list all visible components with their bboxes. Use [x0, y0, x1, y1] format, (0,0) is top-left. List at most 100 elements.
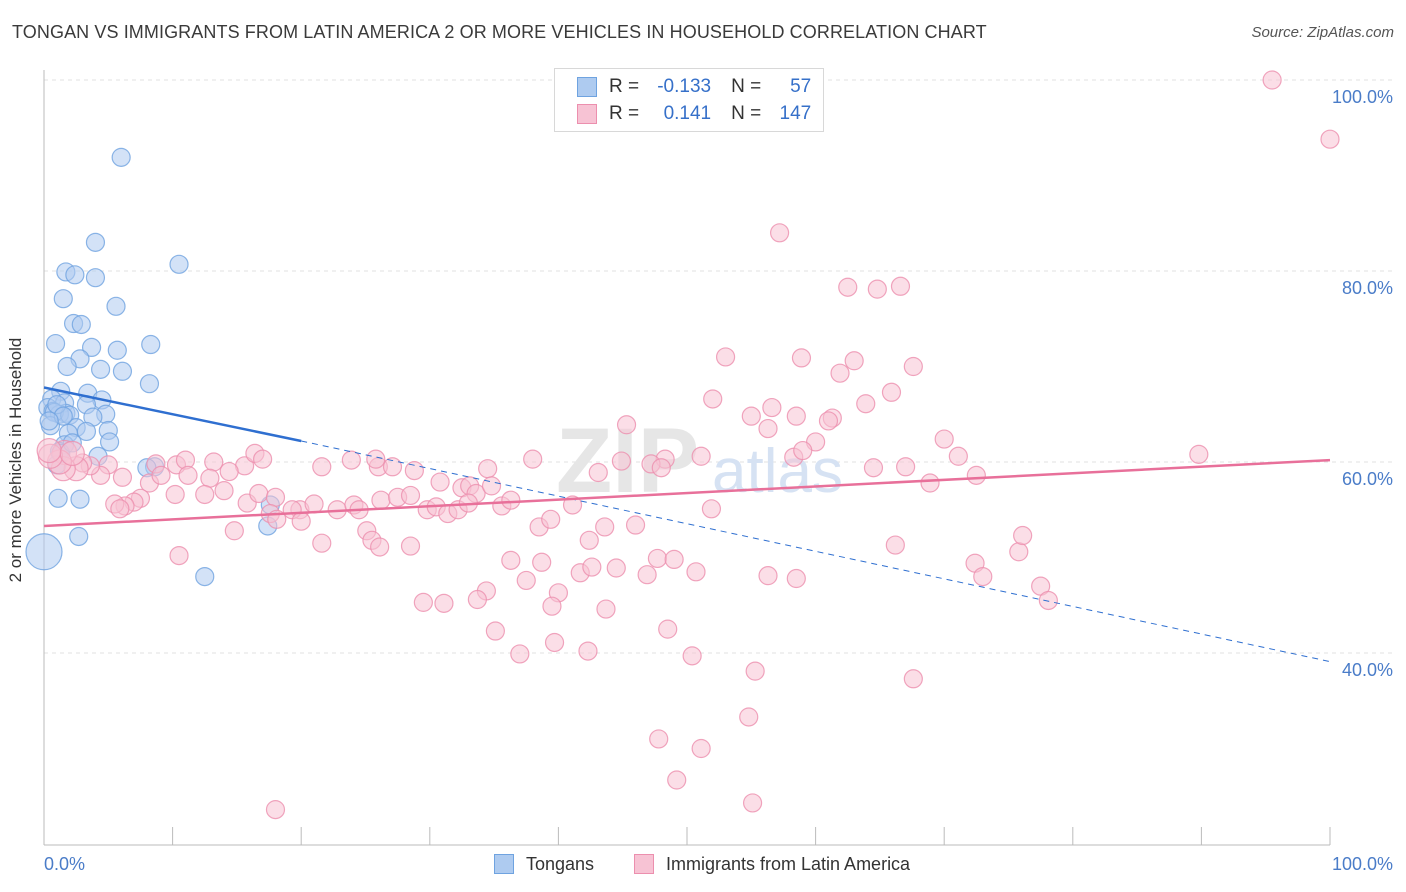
- latin-america-point: [739, 707, 759, 727]
- latin-america-point: [920, 473, 940, 493]
- latin-america-point: [863, 458, 884, 478]
- latin-america-point: [758, 418, 778, 439]
- tongans-point: [81, 337, 102, 357]
- latin-america-point: [578, 641, 598, 661]
- latin-america-point: [658, 619, 678, 639]
- latin-america-point: [616, 415, 637, 435]
- tongans-point: [39, 411, 59, 431]
- bottom-legend-swatch-pink: [634, 854, 654, 874]
- tongans-point: [169, 254, 189, 274]
- latin-america-point: [204, 452, 224, 472]
- latin-america-point: [691, 446, 711, 466]
- latin-america-point: [686, 562, 706, 582]
- tongans-point: [76, 421, 97, 442]
- latin-america-point: [890, 276, 911, 296]
- legend-n-value: 57: [790, 76, 812, 97]
- latin-america-point: [769, 223, 790, 243]
- tongans-point: [57, 356, 77, 377]
- legend-n-value: 147: [779, 103, 812, 124]
- tongans-point: [90, 359, 111, 379]
- tongans-point: [195, 566, 215, 587]
- latin-america-point: [341, 450, 361, 470]
- latin-america-point: [112, 467, 133, 487]
- latin-america-point: [793, 440, 813, 461]
- latin-america-point: [430, 472, 450, 492]
- latin-america-point: [903, 669, 923, 689]
- bottom-legend-label: Immigrants from Latin America: [666, 853, 911, 874]
- tongans-point: [85, 268, 106, 288]
- latin-america-point: [701, 499, 722, 519]
- latin-america-point: [579, 530, 599, 550]
- legend-r-value: 0.141: [663, 103, 712, 124]
- latin-america-point: [606, 558, 626, 578]
- latin-america-point: [903, 356, 923, 377]
- latin-america-point: [219, 461, 239, 482]
- legend-row-tongans: R = -0.133 N = 57: [577, 74, 811, 100]
- latin-america-point: [478, 459, 498, 479]
- latin-america-point: [791, 348, 812, 368]
- latin-america-point: [541, 509, 561, 529]
- latin-america-point: [165, 484, 185, 505]
- tongans-point: [107, 340, 127, 360]
- latin-america-point: [885, 535, 905, 555]
- latin-america-point: [304, 494, 324, 514]
- latin-america-point: [1189, 444, 1209, 464]
- latin-america-point: [542, 596, 562, 616]
- bottom-legend-latin-america: Immigrants from Latin America: [634, 852, 910, 876]
- y-axis-label: 2 or more Vehicles in Household: [6, 337, 25, 583]
- latin-america-point: [481, 476, 502, 496]
- latin-america-point: [691, 738, 711, 759]
- latin-america-point: [966, 465, 986, 485]
- latin-america-point: [741, 406, 761, 426]
- latin-america-point: [400, 536, 421, 556]
- latin-america-point: [682, 646, 702, 666]
- latin-america-point: [745, 661, 765, 681]
- legend-n-label: N =: [731, 76, 762, 97]
- tongans-point: [25, 533, 63, 571]
- y-tick-label: 40.0%: [1342, 660, 1393, 680]
- latin-america-point: [195, 484, 215, 505]
- legend-r-label: R =: [609, 76, 640, 97]
- latin-america-point: [265, 800, 286, 820]
- latin-america-point: [1262, 70, 1282, 90]
- tongans-point: [45, 333, 66, 354]
- latin-america-point: [1013, 525, 1033, 546]
- latin-america-point: [715, 347, 736, 367]
- latin-america-point: [611, 451, 632, 471]
- tongans-point: [71, 314, 91, 335]
- latin-america-point: [371, 490, 391, 510]
- latin-america-point: [562, 495, 583, 515]
- latin-america-point: [485, 621, 505, 641]
- tongans-point: [112, 361, 133, 381]
- latin-america-point: [844, 351, 864, 371]
- tongans-trend-line: [43, 386, 302, 443]
- latin-america-point: [151, 465, 171, 485]
- bottom-legend-swatch-blue: [494, 854, 514, 874]
- latin-america-point: [896, 457, 916, 477]
- tick-labels: 40.0% 60.0% 80.0% 100.0% 0.0% 100.0%: [44, 87, 1393, 874]
- latin-america-point: [501, 490, 521, 510]
- latin-america-point: [312, 533, 332, 553]
- legend-n-label: N =: [731, 103, 762, 124]
- latin-america-point: [36, 437, 62, 464]
- latin-america-point: [224, 521, 244, 541]
- latin-america-point: [582, 557, 602, 577]
- grid-lines: [44, 79, 1394, 654]
- latin-america-point: [413, 592, 433, 612]
- latin-america-point: [532, 552, 552, 572]
- latin-america-point: [830, 363, 850, 383]
- latin-america-point: [818, 411, 839, 431]
- latin-america-point: [973, 566, 993, 587]
- latin-america-point: [667, 770, 687, 790]
- latin-america-point: [1320, 129, 1340, 149]
- x-tick-label: 0.0%: [44, 854, 85, 874]
- latin-america-point: [786, 406, 806, 426]
- legend-r-label: R =: [609, 103, 640, 124]
- x-tick-label: 100.0%: [1332, 854, 1393, 874]
- correlation-legend: R = -0.133 N = 57 R = 0.141 N = 147: [554, 68, 824, 132]
- latin-america-point: [404, 460, 424, 481]
- latin-america-point: [637, 565, 657, 585]
- latin-america-point: [1009, 542, 1029, 562]
- tongans-point: [141, 334, 161, 355]
